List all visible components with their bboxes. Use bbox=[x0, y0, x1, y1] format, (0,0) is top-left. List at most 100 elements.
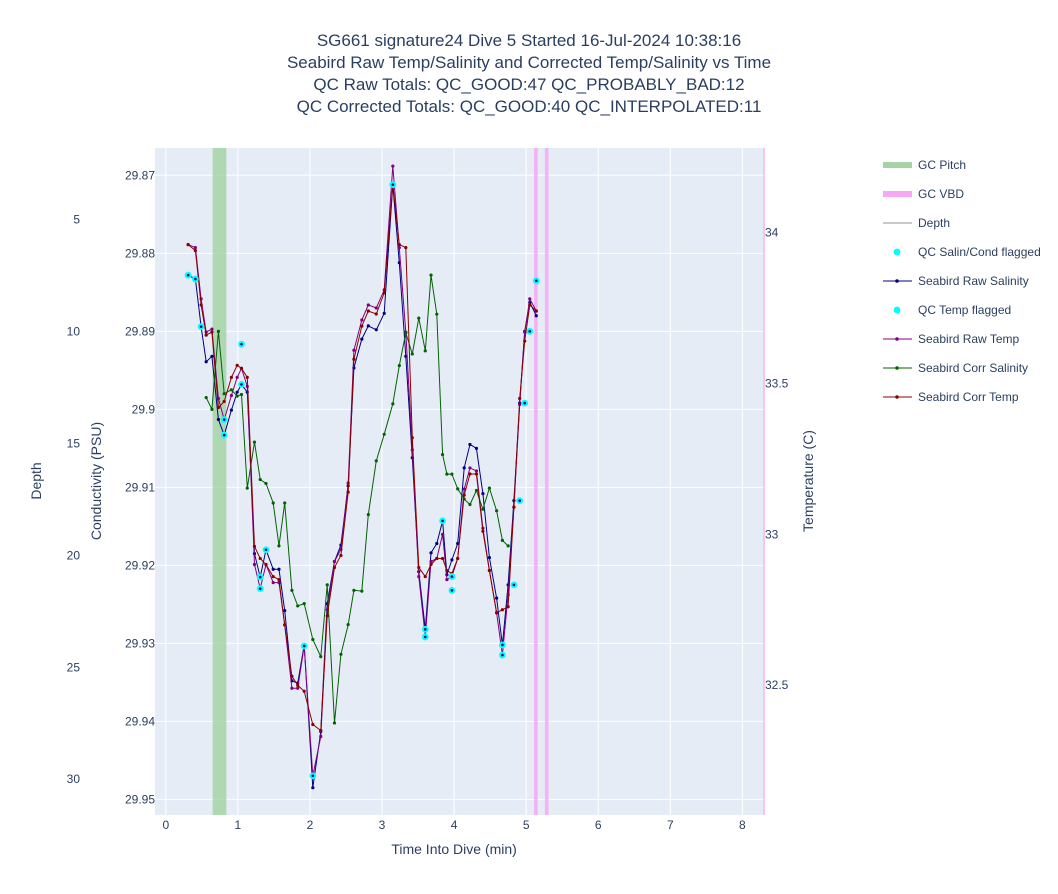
series-point-seabird-corr-temp bbox=[222, 399, 226, 404]
series-point-seabird-corr-salinity bbox=[311, 637, 315, 642]
series-point-seabird-corr-salinity bbox=[397, 364, 401, 368]
title-line-3: QC Raw Totals: QC_GOOD:47 QC_PROBABLY_BA… bbox=[313, 75, 744, 94]
title-line-1: SG661 signature24 Dive 5 Started 16-Jul-… bbox=[317, 31, 741, 50]
series-point-seabird-corr-temp bbox=[252, 544, 257, 548]
series-line-seabird-corr-temp bbox=[187, 184, 537, 732]
qc-salin-cond-flagged-point-center bbox=[240, 383, 243, 386]
series-point-seabird-corr-temp bbox=[283, 623, 287, 627]
legend-label-gc-pitch: GC Pitch bbox=[918, 158, 966, 172]
conductivity-tick-label: 29.87 bbox=[125, 168, 155, 182]
series-point-seabird-corr-temp bbox=[366, 309, 370, 313]
series-point-seabird-raw-salinity bbox=[216, 417, 221, 422]
depth-tick-label: 20 bbox=[67, 548, 81, 562]
series-point-seabird-corr-temp bbox=[417, 565, 421, 570]
qc-temp-flagged-point-center bbox=[450, 575, 454, 578]
series-point-seabird-corr-temp bbox=[481, 529, 485, 533]
series-point-seabird-corr-temp bbox=[404, 245, 408, 250]
qc-salin-cond-flagged-point-center bbox=[264, 548, 268, 552]
series-point-seabird-raw-temp bbox=[440, 532, 445, 536]
series-point-seabird-raw-temp bbox=[296, 686, 300, 690]
legend-swatch-marker-seabird-raw-temp bbox=[895, 337, 899, 341]
series-point-seabird-raw-salinity bbox=[474, 446, 479, 450]
series-point-seabird-corr-temp bbox=[462, 493, 466, 497]
legend-label-seabird-corr-salinity: Seabird Corr Salinity bbox=[918, 361, 1028, 375]
series-point-seabird-corr-salinity bbox=[474, 488, 479, 493]
chart-title: SG661 signature24 Dive 5 Started 16-Jul-… bbox=[287, 31, 771, 116]
series-point-seabird-corr-temp bbox=[382, 291, 386, 295]
series-point-seabird-raw-salinity bbox=[271, 567, 275, 571]
series-point-seabird-raw-salinity bbox=[311, 786, 315, 790]
conductivity-tick-label: 29.88 bbox=[125, 246, 155, 260]
series-point-seabird-raw-salinity bbox=[210, 354, 214, 358]
series-point-seabird-corr-temp bbox=[264, 562, 268, 567]
qc-salin-cond-flagged-point-center bbox=[518, 499, 521, 502]
series-point-seabird-raw-temp bbox=[417, 574, 421, 579]
x-tick-label: 8 bbox=[739, 818, 746, 832]
series-point-seabird-corr-salinity bbox=[258, 477, 262, 482]
legend-label-qc-salin-cond-flagged: QC Salin/Cond flagged bbox=[918, 245, 1041, 259]
qc-salin-cond-flagged-point-center bbox=[441, 519, 444, 523]
series-point-seabird-corr-temp bbox=[346, 490, 350, 494]
qc-salin-cond-flagged-point-center bbox=[523, 401, 527, 405]
conductivity-tick-label: 29.91 bbox=[125, 480, 155, 494]
plot-area bbox=[155, 148, 764, 815]
series-point-seabird-corr-salinity bbox=[229, 388, 233, 392]
series-point-seabird-raw-salinity bbox=[366, 324, 370, 328]
series-point-seabird-corr-temp bbox=[429, 562, 433, 567]
legend-label-seabird-corr-temp: Seabird Corr Temp bbox=[918, 390, 1019, 404]
series-point-seabird-corr-temp bbox=[239, 366, 244, 370]
series-point-seabird-corr-salinity bbox=[239, 392, 244, 397]
qc-salin-cond-flagged-point-center bbox=[258, 575, 262, 579]
series-point-seabird-corr-salinity bbox=[391, 402, 395, 406]
qc-temp-flagged-point-center bbox=[311, 774, 315, 778]
legend-label-seabird-raw-temp: Seabird Raw Temp bbox=[918, 332, 1019, 346]
qc-salin-cond-flagged-point-center bbox=[186, 273, 190, 277]
series-point-seabird-raw-temp bbox=[366, 303, 370, 307]
series-point-seabird-raw-salinity bbox=[468, 442, 472, 447]
y-axis-title-temperature: Temperature (C) bbox=[800, 430, 816, 532]
qc-salin-cond-flagged-point-center bbox=[512, 583, 516, 587]
series-point-seabird-corr-temp bbox=[235, 363, 239, 367]
series-point-seabird-raw-temp bbox=[528, 297, 532, 301]
series-point-seabird-corr-temp bbox=[271, 574, 275, 579]
x-tick-label: 1 bbox=[235, 818, 242, 832]
series-point-seabird-corr-temp bbox=[518, 396, 522, 401]
series-point-seabird-corr-temp bbox=[435, 556, 439, 561]
series-point-seabird-corr-salinity bbox=[277, 544, 281, 548]
series-point-seabird-corr-salinity bbox=[325, 583, 329, 587]
series-point-seabird-corr-salinity bbox=[339, 652, 343, 656]
series-point-seabird-corr-temp bbox=[332, 565, 337, 570]
series-point-seabird-corr-salinity bbox=[346, 623, 350, 627]
series-point-seabird-corr-salinity bbox=[352, 588, 356, 592]
series-point-seabird-corr-salinity bbox=[500, 538, 504, 542]
series-point-seabird-raw-salinity bbox=[277, 567, 281, 571]
temperature-tick-label: 32.5 bbox=[765, 678, 789, 692]
series-point-seabird-corr-temp bbox=[352, 357, 356, 361]
series-point-seabird-raw-temp bbox=[474, 469, 479, 473]
series-point-seabird-corr-salinity bbox=[417, 316, 421, 320]
series-point-seabird-raw-temp bbox=[391, 164, 395, 168]
legend-label-depth: Depth bbox=[918, 216, 950, 230]
series-point-seabird-raw-temp bbox=[462, 487, 466, 491]
x-axis-title: Time Into Dive (min) bbox=[391, 841, 517, 857]
series-point-seabird-corr-salinity bbox=[429, 273, 433, 277]
series-point-seabird-corr-salinity bbox=[271, 501, 275, 505]
series-point-seabird-corr-temp bbox=[512, 505, 516, 509]
x-tick-label: 5 bbox=[523, 818, 530, 832]
series-point-seabird-corr-salinity bbox=[366, 513, 370, 517]
series-point-seabird-corr-salinity bbox=[302, 601, 306, 606]
x-tick-label: 6 bbox=[595, 818, 602, 832]
series-point-seabird-corr-salinity bbox=[456, 487, 460, 491]
qc-temp-flagged-point-center bbox=[258, 587, 262, 590]
series-point-seabird-corr-salinity bbox=[487, 486, 492, 490]
depth-tick-label: 10 bbox=[67, 325, 81, 339]
series-point-seabird-raw-salinity bbox=[456, 541, 460, 546]
series-point-seabird-raw-temp bbox=[271, 581, 275, 585]
series-point-seabird-corr-salinity bbox=[410, 352, 414, 356]
grid bbox=[155, 148, 764, 815]
series-point-seabird-corr-temp bbox=[410, 436, 414, 440]
legend-label-qc-temp-flagged: QC Temp flagged bbox=[918, 303, 1011, 317]
series-point-seabird-raw-salinity bbox=[435, 541, 439, 546]
series-point-seabird-corr-temp bbox=[319, 728, 323, 733]
